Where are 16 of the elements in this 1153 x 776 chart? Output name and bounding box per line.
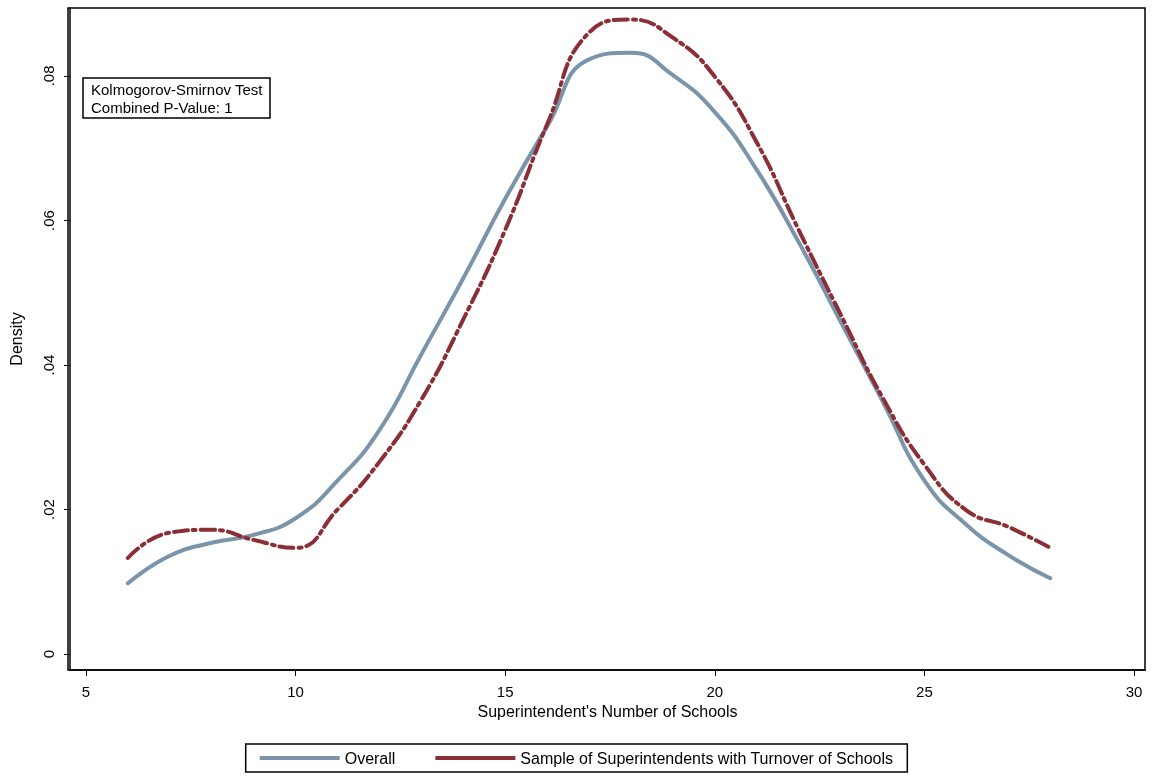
y-tick-label: 0 <box>40 649 57 659</box>
legend-label: Sample of Superintendents with Turnover of Schools <box>520 749 894 767</box>
x-tick-label: 25 <box>916 683 933 700</box>
y-tick-label: .02 <box>40 499 57 520</box>
x-axis-title: Superintendent's Number of Schools <box>477 703 738 721</box>
y-tick-label: .08 <box>40 65 57 87</box>
x-tick-label: 30 <box>1125 683 1143 700</box>
x-tick-label: 20 <box>706 683 724 700</box>
x-tick-label: 10 <box>287 683 304 700</box>
y-tick-label: .06 <box>40 210 57 231</box>
legend-label: Overall <box>344 749 396 767</box>
y-tick-label: .04 <box>40 354 57 376</box>
annotation: Kolmogorov-Smirnov Test Combined P-Value: 1 <box>91 80 264 116</box>
x-tick-label: 15 <box>496 683 514 700</box>
x-tick-label: 5 <box>81 683 91 700</box>
y-axis-title: Density <box>7 312 25 366</box>
